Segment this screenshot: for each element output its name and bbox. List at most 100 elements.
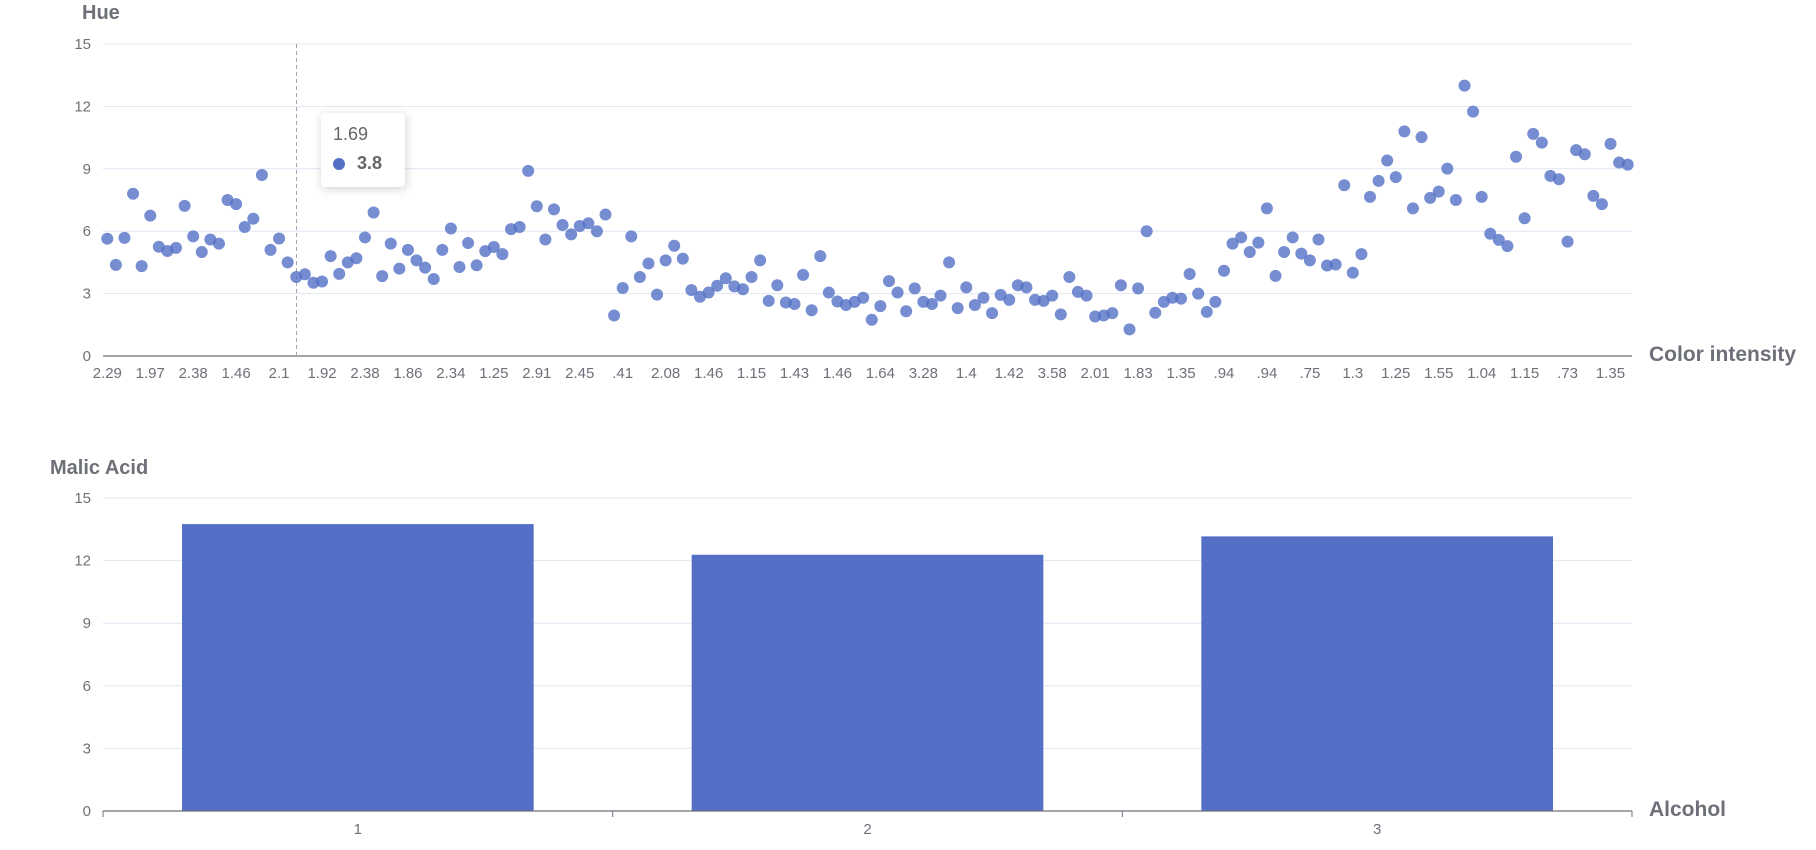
scatter-point[interactable]: [651, 288, 664, 301]
scatter-point[interactable]: [324, 250, 337, 263]
scatter-point[interactable]: [754, 254, 767, 267]
scatter-point[interactable]: [1192, 287, 1205, 300]
scatter-point[interactable]: [273, 232, 286, 245]
scatter-point[interactable]: [118, 231, 131, 244]
scatter-point[interactable]: [565, 228, 578, 241]
scatter-point[interactable]: [1286, 231, 1299, 244]
scatter-point[interactable]: [1278, 246, 1291, 258]
scatter-point[interactable]: [582, 217, 595, 230]
scatter-point[interactable]: [101, 232, 114, 245]
scatter-point[interactable]: [1595, 198, 1608, 211]
scatter-point[interactable]: [1046, 289, 1059, 302]
scatter-point[interactable]: [1295, 247, 1308, 260]
scatter-point[interactable]: [1329, 258, 1342, 271]
scatter-point[interactable]: [771, 279, 784, 292]
scatter-point[interactable]: [1106, 307, 1119, 320]
scatter-point[interactable]: [230, 198, 243, 211]
scatter-point[interactable]: [642, 257, 655, 270]
scatter-point[interactable]: [1054, 308, 1067, 321]
scatter-point[interactable]: [1467, 105, 1480, 118]
scatter-point[interactable]: [616, 281, 629, 294]
scatter-point[interactable]: [1415, 131, 1428, 144]
scatter-point[interactable]: [333, 267, 346, 280]
scatter-point[interactable]: [178, 199, 191, 212]
scatter-point[interactable]: [1303, 254, 1316, 267]
scatter-point[interactable]: [1424, 191, 1437, 204]
scatter-point[interactable]: [1003, 293, 1016, 306]
scatter-point[interactable]: [384, 237, 397, 250]
bar-1[interactable]: [181, 524, 534, 811]
scatter-point[interactable]: [419, 261, 432, 274]
scatter-point[interactable]: [797, 268, 810, 281]
scatter-point[interactable]: [530, 200, 543, 213]
scatter-point[interactable]: [376, 270, 389, 283]
scatter-point[interactable]: [599, 208, 612, 221]
scatter-point[interactable]: [968, 299, 981, 312]
scatter-point[interactable]: [316, 275, 329, 288]
scatter-point[interactable]: [805, 304, 818, 317]
scatter-point[interactable]: [547, 203, 560, 216]
scatter-point[interactable]: [1527, 127, 1540, 140]
scatter-point[interactable]: [1432, 185, 1445, 198]
scatter-point[interactable]: [1200, 305, 1213, 318]
scatter-point[interactable]: [513, 221, 526, 234]
scatter-point[interactable]: [1604, 137, 1617, 150]
scatter-point[interactable]: [522, 164, 535, 177]
scatter-point[interactable]: [943, 256, 956, 269]
scatter-point[interactable]: [1080, 289, 1093, 302]
scatter-point[interactable]: [247, 212, 260, 225]
scatter-point[interactable]: [685, 284, 698, 297]
scatter-point[interactable]: [1346, 266, 1359, 279]
scatter-point[interactable]: [1338, 179, 1351, 192]
scatter-point[interactable]: [264, 243, 277, 256]
scatter-point[interactable]: [711, 279, 724, 292]
scatter-point[interactable]: [1037, 294, 1050, 307]
scatter-point[interactable]: [470, 259, 483, 272]
scatter-point[interactable]: [934, 289, 947, 302]
scatter-point[interactable]: [857, 291, 870, 304]
scatter-point[interactable]: [358, 231, 371, 244]
scatter-point[interactable]: [668, 239, 681, 252]
scatter-point[interactable]: [436, 243, 449, 256]
scatter-point[interactable]: [1458, 79, 1471, 92]
scatter-point[interactable]: [625, 230, 638, 243]
scatter-point[interactable]: [1175, 292, 1188, 305]
scatter-point[interactable]: [427, 273, 440, 286]
scatter-point[interactable]: [462, 237, 475, 250]
scatter-point[interactable]: [1209, 295, 1222, 308]
scatter-point[interactable]: [986, 307, 999, 320]
scatter-point[interactable]: [187, 230, 200, 243]
scatter-point[interactable]: [951, 302, 964, 315]
scatter-point[interactable]: [238, 221, 251, 234]
scatter-point[interactable]: [556, 218, 569, 231]
scatter-point[interactable]: [1381, 154, 1394, 167]
scatter-point[interactable]: [874, 300, 887, 313]
scatter-point[interactable]: [1123, 323, 1136, 336]
scatter-point[interactable]: [212, 237, 225, 250]
scatter-point[interactable]: [496, 248, 509, 261]
scatter-point[interactable]: [170, 241, 183, 254]
scatter-point[interactable]: [1587, 189, 1600, 202]
scatter-point[interactable]: [865, 313, 878, 326]
scatter-point[interactable]: [676, 252, 689, 265]
scatter-point[interactable]: [1063, 270, 1076, 283]
scatter-point[interactable]: [1312, 233, 1325, 246]
scatter-point[interactable]: [1355, 248, 1368, 261]
scatter-point[interactable]: [745, 270, 758, 283]
scatter-point[interactable]: [1621, 158, 1634, 171]
scatter-point[interactable]: [539, 233, 552, 246]
scatter-point[interactable]: [822, 286, 835, 299]
scatter-point[interactable]: [1406, 202, 1419, 215]
scatter-point[interactable]: [281, 256, 294, 269]
scatter-point[interactable]: [144, 209, 157, 222]
scatter-point[interactable]: [367, 206, 380, 219]
scatter-point[interactable]: [1260, 202, 1273, 215]
scatter-point[interactable]: [1183, 268, 1196, 281]
scatter-point[interactable]: [1561, 235, 1574, 248]
scatter-point[interactable]: [788, 298, 801, 310]
scatter-point[interactable]: [1372, 174, 1385, 187]
scatter-point[interactable]: [1389, 171, 1402, 184]
scatter-point[interactable]: [925, 298, 938, 310]
scatter-point[interactable]: [1132, 282, 1145, 295]
scatter-point[interactable]: [891, 286, 904, 299]
